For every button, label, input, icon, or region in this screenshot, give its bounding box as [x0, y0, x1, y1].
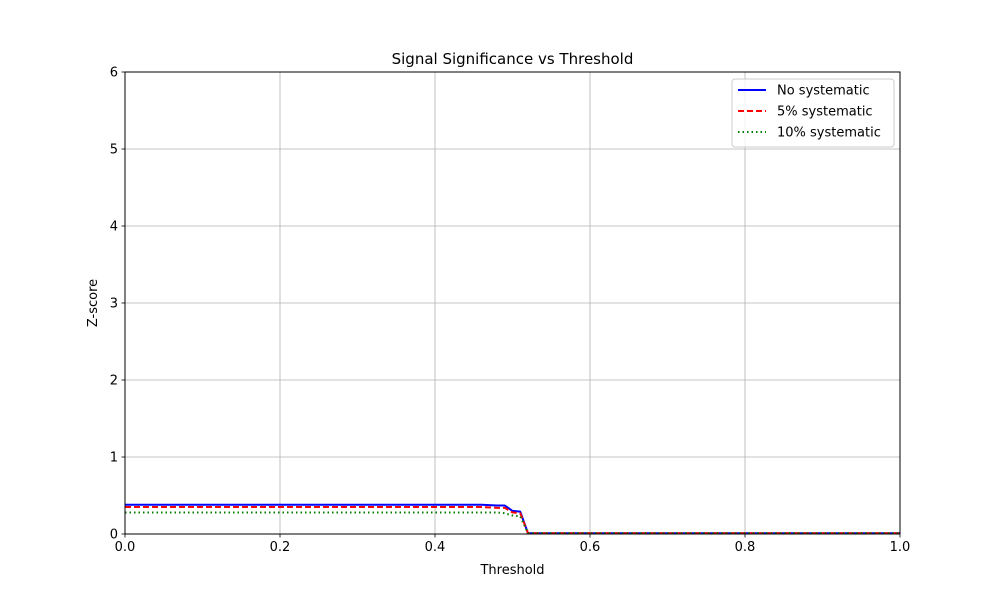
y-tick-label: 6	[110, 66, 118, 81]
x-tick-label: 0.2	[270, 540, 291, 555]
legend: No systematic 5% systematic 10% systematic	[731, 78, 895, 148]
x-axis-ticks: 0.0 0.2 0.4 0.6 0.8 1.0	[115, 534, 911, 555]
y-axis-ticks: 0 1 2 3 4 5 6	[110, 66, 125, 543]
series-lines	[125, 503, 900, 535]
y-tick-label: 5	[110, 143, 118, 158]
y-tick-label: 3	[110, 297, 118, 312]
x-axis-label: Threshold	[479, 563, 544, 578]
series-line-1	[125, 503, 900, 535]
y-tick-label: 2	[110, 374, 118, 389]
x-tick-label: 1.0	[890, 540, 911, 555]
y-tick-label: 1	[110, 451, 118, 466]
legend-label: 5% systematic	[777, 105, 873, 120]
legend-label: No systematic	[777, 84, 870, 99]
x-tick-label: 0.6	[580, 540, 601, 555]
series-line-3	[125, 511, 900, 535]
y-axis-label: Z-score	[86, 279, 101, 327]
series-line-2	[125, 506, 900, 535]
y-tick-label: 4	[110, 220, 118, 235]
x-tick-label: 0.0	[115, 540, 136, 555]
x-tick-label: 0.8	[735, 540, 756, 555]
legend-frame	[731, 78, 895, 148]
x-tick-label: 0.4	[425, 540, 446, 555]
y-tick-label: 0	[110, 528, 118, 543]
chart-title: Signal Significance vs Threshold	[392, 50, 634, 68]
legend-label: 10% systematic	[777, 126, 881, 141]
